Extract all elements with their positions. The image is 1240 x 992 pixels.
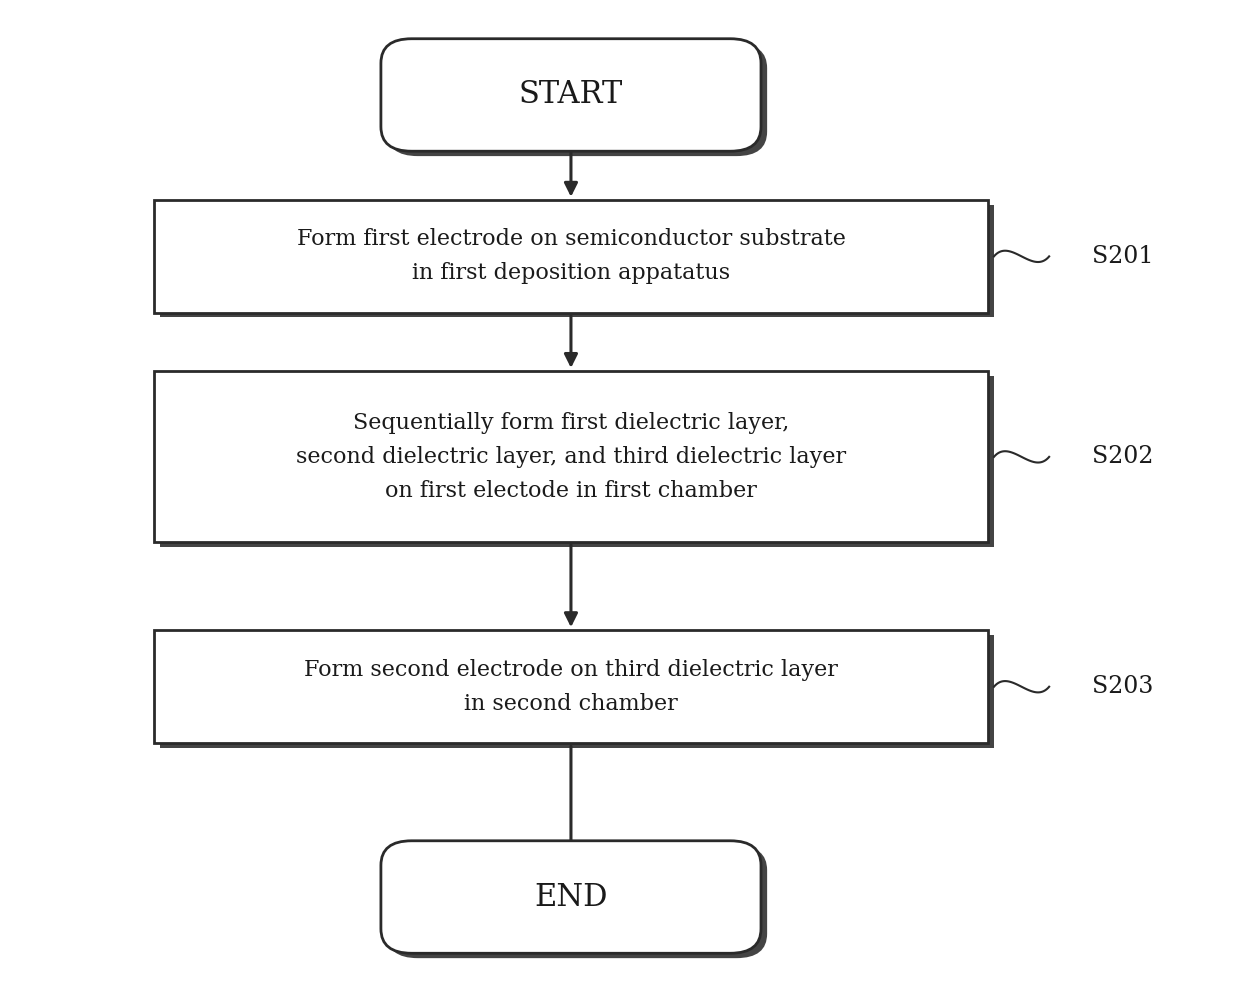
Text: END: END (534, 882, 608, 913)
Bar (154, 631, 988, 743)
Text: Form first electrode on semiconductor substrate
in first deposition appatatus: Form first electrode on semiconductor su… (296, 228, 846, 285)
FancyBboxPatch shape (381, 841, 761, 953)
Text: Form second electrode on third dielectric layer
in second chamber: Form second electrode on third dielectri… (304, 659, 838, 714)
Text: S201: S201 (1092, 245, 1153, 268)
Bar (154, 371, 988, 543)
Bar (154, 200, 988, 312)
FancyBboxPatch shape (387, 845, 768, 958)
Text: S202: S202 (1092, 445, 1153, 468)
Text: S203: S203 (1092, 676, 1153, 698)
Text: START: START (518, 79, 622, 110)
Bar (160, 205, 994, 317)
Bar (160, 376, 994, 548)
FancyBboxPatch shape (387, 44, 768, 156)
FancyBboxPatch shape (381, 39, 761, 151)
Bar (160, 636, 994, 748)
Text: Sequentially form first dielectric layer,
second dielectric layer, and third die: Sequentially form first dielectric layer… (296, 412, 846, 502)
